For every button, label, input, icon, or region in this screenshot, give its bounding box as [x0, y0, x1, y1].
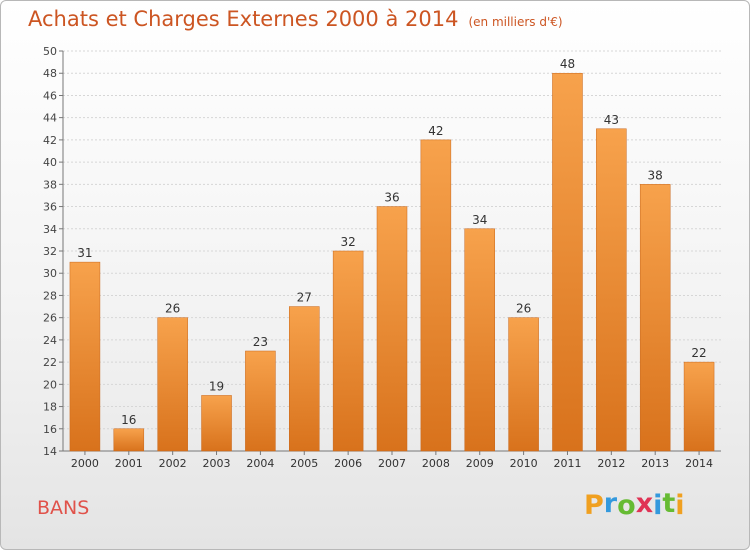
bar	[639, 184, 671, 452]
y-tick-label: 44	[43, 112, 57, 125]
y-tick-label: 24	[43, 334, 57, 347]
brand-letter: P	[584, 490, 604, 521]
bar-value-label: 48	[560, 57, 575, 71]
y-tick-label: 50	[43, 45, 57, 58]
y-tick-label: 14	[43, 445, 57, 458]
x-tick-label: 2013	[641, 457, 669, 470]
y-tick-label: 26	[43, 312, 57, 325]
bar	[552, 72, 583, 452]
y-tick-label: 40	[43, 156, 57, 169]
brand-letter: i	[675, 490, 685, 521]
bar-value-label: 26	[165, 302, 180, 316]
bar	[332, 250, 364, 452]
bar-value-label: 34	[472, 213, 487, 227]
y-tick-label: 30	[43, 267, 57, 280]
x-tick-label: 2005	[290, 457, 318, 470]
chart-unit: (en milliers d'€)	[468, 15, 563, 29]
bar-value-label: 26	[516, 302, 531, 316]
location-label: BANS	[37, 497, 90, 519]
y-tick-label: 38	[43, 178, 57, 191]
bar-value-label: 22	[691, 346, 706, 360]
bar	[113, 428, 145, 452]
x-tick-label: 2002	[159, 457, 187, 470]
x-tick-label: 2009	[466, 457, 494, 470]
x-tick-label: 2007	[378, 457, 406, 470]
chart-title: Achats et Charges Externes 2000 à 2014 (e…	[28, 7, 563, 31]
bar-value-label: 36	[384, 191, 399, 205]
brand-letter: i	[653, 490, 663, 521]
x-tick-label: 2004	[246, 457, 274, 470]
x-tick-label: 2010	[510, 457, 538, 470]
y-tick-label: 16	[43, 423, 57, 436]
x-tick-label: 2012	[597, 457, 625, 470]
chart-title-text: Achats et Charges Externes 2000 à 2014	[28, 7, 459, 31]
x-tick-label: 2003	[203, 457, 231, 470]
bar-value-label: 38	[648, 168, 663, 182]
y-tick-label: 22	[43, 356, 57, 369]
y-tick-label: 34	[43, 223, 57, 236]
y-tick-label: 48	[43, 67, 57, 80]
x-tick-label: 2008	[422, 457, 450, 470]
brand-letter: x	[635, 488, 654, 519]
y-tick-label: 18	[43, 401, 57, 414]
bar-value-label: 23	[253, 335, 268, 349]
bar-value-label: 43	[604, 113, 619, 127]
y-tick-label: 42	[43, 134, 57, 147]
bar	[157, 317, 188, 452]
brand-letter: o	[617, 490, 636, 521]
bar-value-label: 31	[77, 246, 92, 260]
y-tick-label: 46	[43, 89, 57, 102]
bar-value-label: 27	[297, 291, 312, 305]
bar	[289, 306, 320, 452]
bar	[596, 128, 627, 452]
bar-value-label: 16	[121, 413, 136, 427]
bar	[376, 206, 408, 452]
x-tick-label: 2001	[115, 457, 143, 470]
bar-value-label: 19	[209, 379, 224, 393]
proxiti-logo: Proxiti	[584, 488, 685, 521]
y-tick-label: 36	[43, 201, 57, 214]
bar	[201, 395, 232, 452]
x-tick-label: 2011	[553, 457, 581, 470]
bar	[420, 139, 452, 452]
bar	[69, 261, 101, 452]
y-tick-label: 32	[43, 245, 57, 258]
x-tick-label: 2014	[685, 457, 713, 470]
bar-value-label: 42	[428, 124, 443, 138]
brand-letter: t	[662, 488, 676, 519]
brand-letter: r	[603, 488, 618, 519]
bar	[683, 361, 715, 452]
x-tick-label: 2000	[71, 457, 99, 470]
bar-value-label: 32	[340, 235, 355, 249]
y-tick-label: 28	[43, 289, 57, 302]
y-tick-label: 20	[43, 378, 57, 391]
bar	[464, 228, 495, 452]
bar	[245, 350, 276, 452]
bar	[508, 317, 539, 452]
x-tick-label: 2006	[334, 457, 362, 470]
